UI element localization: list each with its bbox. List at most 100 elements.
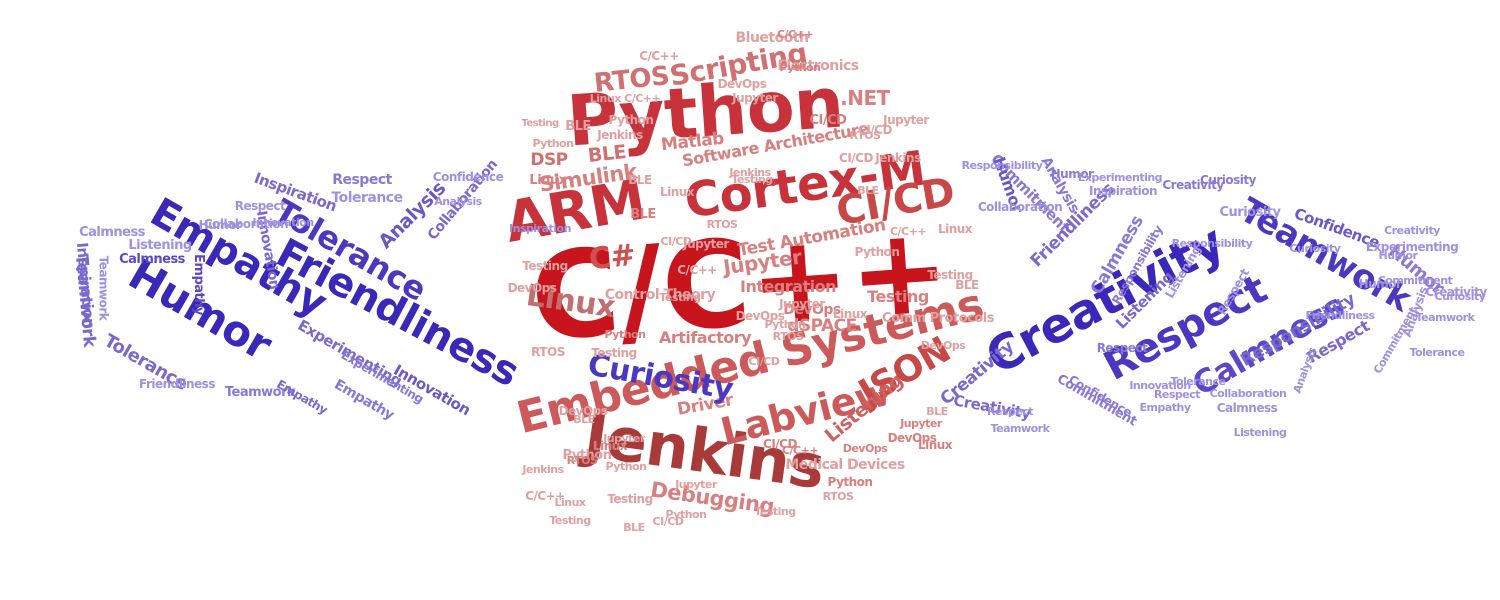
word-ble: BLE: [565, 118, 591, 134]
word-testing: Testing: [927, 268, 973, 282]
word-creativity: Creativity: [1162, 178, 1224, 192]
word-linux: Linux: [832, 307, 868, 321]
word-ble: BLE: [586, 140, 628, 167]
word-ble: BLE: [573, 412, 595, 426]
word-python: Python: [854, 245, 900, 259]
word-devops: DevOps: [717, 77, 767, 91]
word-jupyter: Jupyter: [900, 416, 942, 430]
word-python: Python: [605, 459, 647, 473]
word-tolerance: Tolerance: [331, 190, 403, 206]
word-analysis: Analysis: [1290, 345, 1320, 395]
word-respect: Respect: [1096, 341, 1148, 355]
word-calmness: Calmness: [119, 251, 185, 267]
word-calmness: Calmness: [1216, 401, 1278, 415]
word-friendliness: Friendliness: [1305, 308, 1375, 322]
word-responsibility: Responsibility: [1171, 236, 1253, 250]
word-ci-cd: CI/CD: [660, 234, 692, 248]
word-humor: Humor: [1378, 248, 1418, 262]
word-python: Python: [562, 447, 612, 463]
word-collaboration: Collaboration: [203, 217, 289, 231]
word-python: Python: [827, 475, 873, 489]
word-creativity: Creativity: [1384, 223, 1440, 237]
word-ci-cd: CI/CD: [839, 151, 873, 165]
word-python: Python: [608, 113, 654, 127]
word-devops: DevOps: [783, 302, 841, 318]
word-integration: Integration: [740, 277, 837, 296]
word-experimenting: Experimenting: [1077, 170, 1163, 184]
word-linux: Linux: [554, 495, 586, 509]
word-inspiration: Inspiration: [1088, 184, 1158, 198]
word-comm-protocols: Comm Protocols: [882, 310, 994, 326]
word-experimenting: Experimenting: [1365, 240, 1459, 254]
word-curiosity: Curiosity: [1434, 289, 1486, 303]
word-jenkins: Jenkins: [875, 151, 921, 165]
word-linux-c-c: Linux C/C++: [589, 91, 661, 105]
word-c-c: C/C++: [525, 489, 565, 503]
word-teamwork: Teamwork: [96, 255, 110, 321]
word-respect: Respect: [332, 172, 392, 188]
word-linux: Linux: [917, 438, 953, 452]
word-ci-cd: CI/CD: [763, 437, 797, 451]
word-ci-cd: CI/CD: [652, 514, 684, 528]
word-listening: Listening: [128, 237, 192, 253]
word-calmness: Calmness: [79, 224, 145, 240]
word-testing: Testing: [522, 259, 568, 273]
word-jenkins: Jenkins: [597, 128, 643, 142]
word-ble: BLE: [628, 173, 652, 187]
word-testing: Testing: [521, 118, 559, 129]
word-listening: Listening: [1233, 425, 1287, 439]
word-testing: Testing: [607, 492, 653, 506]
word-artifactory: Artifactory: [658, 328, 752, 347]
word-ble: BLE: [857, 183, 879, 197]
word-rtos: RTOS: [566, 453, 598, 467]
word-devops: DevOps: [887, 431, 937, 445]
word-tolerance: Tolerance: [1409, 345, 1466, 359]
word-dspace: dSPACE: [787, 315, 857, 336]
word-python: Python: [532, 136, 574, 150]
word-ble: BLE: [630, 206, 656, 222]
word-collaboration: Collaboration: [1209, 386, 1287, 400]
word-control-theory: Control Theory: [604, 287, 716, 303]
word-testing: Testing: [867, 287, 929, 306]
word-rtos: RTOS: [531, 345, 565, 359]
word-bluetooth: Bluetooth: [735, 30, 809, 46]
word-devops: DevOps: [558, 404, 608, 418]
word-humor: Humor: [198, 218, 242, 232]
word-linux: Linux: [592, 439, 628, 453]
word-inspiration: Inspiration: [509, 221, 571, 235]
word-commitment: Commitment: [1377, 273, 1453, 287]
word-python: Python: [779, 60, 821, 74]
word-linux: Linux: [937, 222, 973, 236]
word-tolerance: Tolerance: [1170, 374, 1227, 388]
word-teamwork: Teamwork: [990, 421, 1050, 435]
word-python: Python: [665, 507, 707, 521]
word-ble: BLE: [955, 278, 979, 292]
word-respect: Respect: [1153, 387, 1201, 401]
word-jenkins: Jenkins: [729, 165, 771, 179]
word-humor: Humor: [1358, 277, 1402, 291]
word-innovation: Innovation: [1129, 378, 1191, 392]
word-dsp: DSP: [530, 149, 568, 170]
word-ble: BLE: [623, 520, 645, 534]
word-devops: DevOps: [735, 309, 785, 323]
word-c-c: C/C++: [781, 443, 819, 457]
word-devops: DevOps: [842, 441, 888, 455]
word-medical-devices: Medical Devices: [785, 457, 905, 473]
word-creativity: Creativity: [1425, 285, 1487, 299]
word-net: .NET: [840, 86, 890, 110]
word-jupyter: Jupyter: [732, 91, 778, 105]
word-c-c: C/C++: [776, 27, 814, 41]
word-responsibility: Responsibility: [961, 158, 1043, 172]
word-linux: Linux: [659, 185, 695, 199]
word-analysis: Analysis: [434, 194, 482, 208]
word-jupyter: Jupyter: [883, 113, 929, 127]
word-c-c: C/C++: [889, 224, 927, 238]
word-jupyter: Jupyter: [683, 237, 729, 251]
word-curiosity: Curiosity: [1200, 173, 1256, 187]
word-testing: Testing: [731, 172, 773, 186]
word-innovation: Innovation: [252, 215, 314, 229]
word-respect: Respect: [986, 404, 1034, 418]
word-collaboration: Collaboration: [977, 200, 1063, 214]
word-python: Python: [604, 327, 646, 341]
